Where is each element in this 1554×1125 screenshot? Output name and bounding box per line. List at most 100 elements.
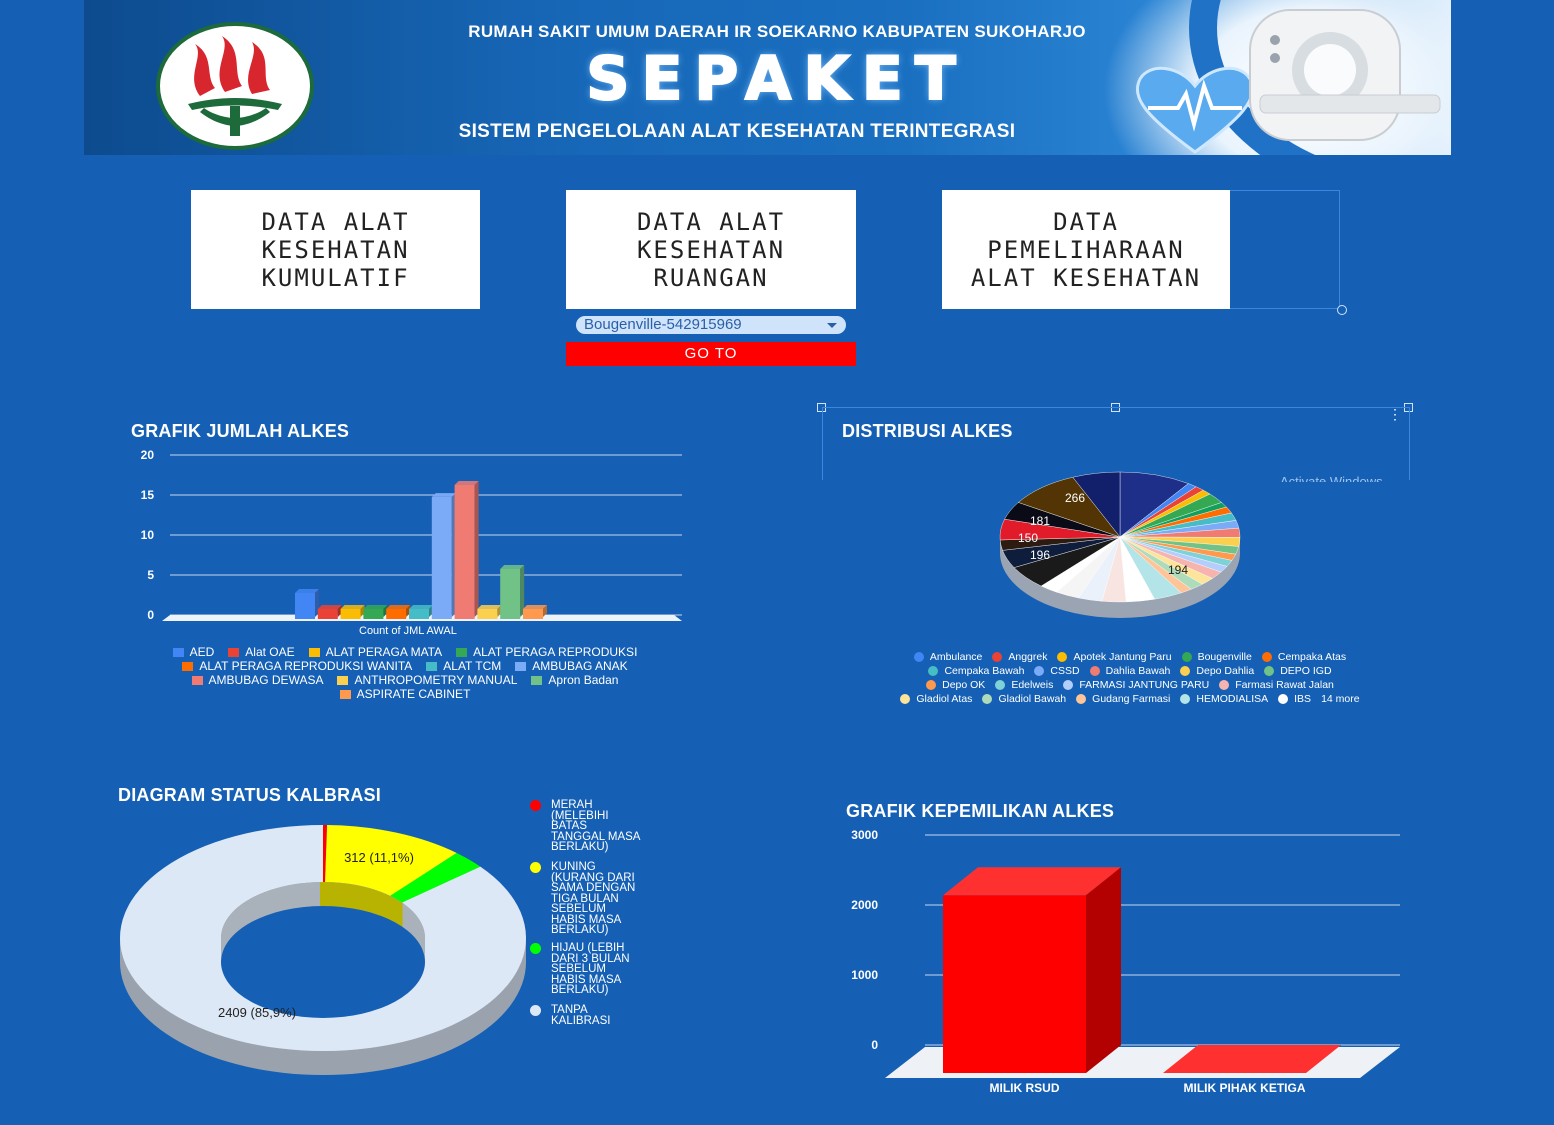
legend-swatch <box>339 690 351 699</box>
header-subtitle: SISTEM PENGELOLAAN ALAT KESEHATAN TERINT… <box>458 121 1016 142</box>
legend-row: Ambulance Anggrek Apotek Jantung Paru Bouge… <box>830 650 1430 664</box>
legend-label: Cempaka Atas <box>1277 651 1347 663</box>
bar-top <box>477 605 502 609</box>
data-alat-kumulatif-button[interactable]: DATA ALAT KESEHATAN KUMULATIF <box>191 190 480 309</box>
legend-item: ALAT PERAGA MATA <box>308 645 442 659</box>
legend-label: IBS <box>1294 693 1312 705</box>
legend-item: Edelweis <box>995 678 1053 692</box>
legend-label: Edelweis <box>1011 679 1054 691</box>
y-tick-label: 5 <box>147 568 154 582</box>
legend-label: MERAH (MELEBIHI BATAS TANGGAL MASA BERLA… <box>551 799 641 853</box>
pie-data-label: 266 <box>1065 491 1085 505</box>
legend-item: Depo OK <box>926 678 985 692</box>
donut-slice <box>119 825 526 1051</box>
bar <box>386 609 407 619</box>
bar <box>317 609 338 619</box>
legend-label: Bougenville <box>1197 651 1252 663</box>
legend-item: AMBUBAG ANAK <box>515 659 628 673</box>
legend-label: AED <box>189 645 215 659</box>
legend-item: Bougenville <box>1181 650 1252 664</box>
chevron-down-icon <box>827 323 837 328</box>
more-options-icon[interactable]: ⋮ <box>1388 406 1402 422</box>
legend-dot <box>1034 666 1045 676</box>
donut-data-label: 312 (11,1%) <box>344 850 414 865</box>
bar-top <box>317 605 342 609</box>
chart-title-kepemilikan: GRAFIK KEPEMILIKAN ALKES <box>846 801 1115 821</box>
y-tick-label: 0 <box>147 608 154 622</box>
legend-label: Gudang Farmasi <box>1092 693 1171 705</box>
legend-item: Cempaka Bawah <box>928 664 1024 678</box>
legend-label: Depo OK <box>942 679 986 691</box>
y-tick-label: 3000 <box>851 828 878 842</box>
bar-side <box>543 605 547 617</box>
legend-item: FARMASI JANTUNG PARU <box>1063 678 1209 692</box>
legend-row: ASPIRATE CABINET <box>110 687 700 701</box>
data-pemeliharaan-button[interactable]: DATA PEMELIHARAAN ALAT KESEHATAN <box>942 190 1230 309</box>
header-title: SEPAKET <box>585 43 968 115</box>
legend-item: Gudang Farmasi <box>1076 692 1170 706</box>
chart-title-kalibrasi: DIAGRAM STATUS KALBRASI <box>118 785 381 805</box>
selection-outline <box>822 407 1410 480</box>
legend-swatch <box>337 676 349 685</box>
chart1-legend: AED Alat OAE ALAT PERAGA MATA ALAT PERAGA R… <box>110 645 700 701</box>
legend-item: Cempaka Atas <box>1261 650 1347 664</box>
bar <box>340 609 361 619</box>
bar-top <box>386 605 411 609</box>
legend-item: ALAT PERAGA REPRODUKSI <box>456 645 637 659</box>
legend-dot <box>913 652 924 662</box>
bar-top <box>454 481 479 485</box>
goto-button[interactable]: GO TO <box>566 342 856 366</box>
y-tick-label: 15 <box>141 488 155 502</box>
pie-data-label: 194 <box>1168 563 1188 577</box>
legend-dot <box>1063 680 1074 690</box>
pie-data-label: 181 <box>1030 514 1050 528</box>
legend-dot <box>1264 666 1275 676</box>
donut-slice <box>390 852 481 903</box>
legend-label: ALAT PERAGA REPRODUKSI WANITA <box>199 659 413 673</box>
legend-swatch <box>191 676 203 685</box>
legend-label: Gladiol Atas <box>916 693 973 705</box>
resize-handle[interactable] <box>1337 305 1347 315</box>
pie-slice <box>1072 471 1121 538</box>
legend-dot <box>530 1005 541 1016</box>
bar <box>477 609 498 619</box>
legend-swatch <box>426 662 438 671</box>
bar-top <box>340 605 365 609</box>
legend-label: CSSD <box>1050 665 1080 677</box>
legend-label: Ambulance <box>929 651 983 663</box>
bar-side <box>1086 867 1121 1073</box>
bar <box>1163 1045 1341 1073</box>
room-select[interactable]: Bougenville-542915969 <box>576 316 846 334</box>
legend-dot <box>900 694 911 704</box>
donut-slice <box>323 825 328 883</box>
bar <box>409 609 429 619</box>
legend-item: Gladiol Bawah <box>982 692 1066 706</box>
bar-top <box>943 867 1121 896</box>
legend-dot <box>995 680 1006 690</box>
legend-more-button[interactable]: 14 more <box>1321 693 1360 705</box>
legend-dot <box>926 680 937 690</box>
legend-label: Dahlia Bawah <box>1105 665 1171 677</box>
legend-label: FARMASI JANTUNG PARU <box>1079 679 1210 691</box>
legend-swatch <box>308 648 320 657</box>
legend-item: Farmasi Rawat Jalan <box>1219 678 1334 692</box>
bar-top <box>409 605 433 609</box>
legend-item: HEMODIALISA <box>1180 692 1268 706</box>
legend-dot <box>1278 694 1289 704</box>
pie-data-label: 150 <box>1018 531 1038 545</box>
legend-label: Gladiol Bawah <box>998 693 1067 705</box>
x-category-label: MILIK RSUD <box>990 1081 1060 1095</box>
legend-label: AMBUBAG ANAK <box>532 659 628 673</box>
legend-dot <box>992 652 1003 662</box>
legend-row: AMBUBAG DEWASA ANTHROPOMETRY MANUAL Apron … <box>110 673 700 687</box>
x-category-label: MILIK PIHAK KETIGA <box>1184 1081 1306 1095</box>
legend-dot <box>1219 680 1230 690</box>
y-tick-label: 0 <box>871 1038 878 1052</box>
donut-data-label: 2409 (85,9%) <box>218 1005 296 1020</box>
data-alat-ruangan-button[interactable]: DATA ALAT KESEHATAN RUANGAN <box>566 190 856 309</box>
legend-swatch <box>456 648 468 657</box>
y-tick-label: 2000 <box>851 898 878 912</box>
chart1-xlabel: Count of JML AWAL <box>359 625 457 637</box>
legend-item: Apotek Jantung Paru <box>1057 650 1172 664</box>
legend-item: Ambulance <box>913 650 983 664</box>
